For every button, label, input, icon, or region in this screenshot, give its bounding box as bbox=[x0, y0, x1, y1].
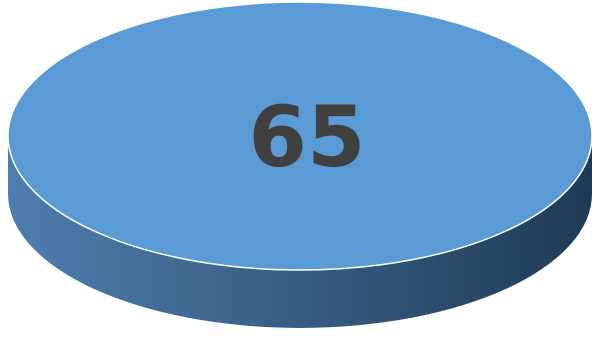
pie-slice-side bbox=[8, 136, 592, 328]
data-label: 65 bbox=[249, 88, 366, 186]
pie-slice bbox=[7, 1, 592, 271]
pie-marks bbox=[7, 1, 592, 328]
